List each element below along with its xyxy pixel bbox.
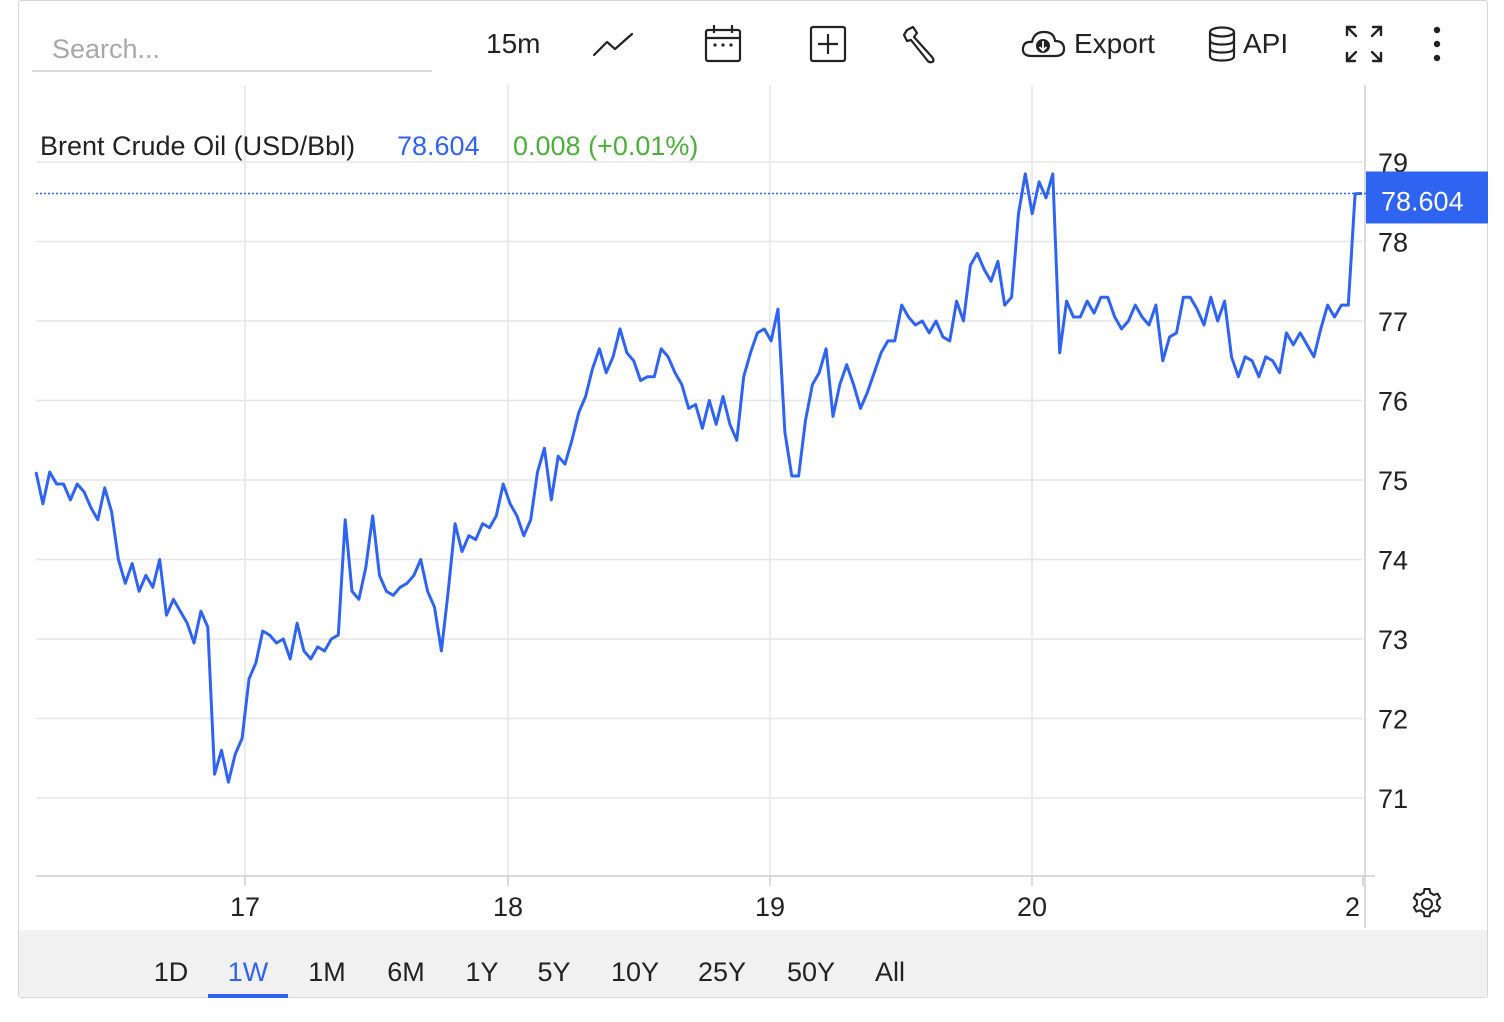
y-tick-label: 77 bbox=[1378, 307, 1408, 337]
toolbar: 15m Export API bbox=[0, 0, 1504, 82]
wrench-icon[interactable] bbox=[902, 22, 940, 66]
chart-header: Brent Crude Oil (USD/Bbl) 78.604 0.008 (… bbox=[40, 131, 698, 161]
y-tick-label: 72 bbox=[1378, 705, 1408, 735]
calendar-icon[interactable] bbox=[704, 22, 742, 66]
y-tick-label: 75 bbox=[1378, 466, 1408, 496]
y-tick-label: 71 bbox=[1378, 784, 1408, 814]
x-axis: 17 18 19 20 2 bbox=[36, 875, 1375, 922]
x-tick-label: 18 bbox=[493, 892, 523, 922]
range-option-5y[interactable]: 5Y bbox=[537, 957, 571, 987]
range-option-6m[interactable]: 6M bbox=[387, 957, 425, 987]
chart-widget-frame bbox=[18, 0, 1488, 998]
export-button[interactable]: Export bbox=[1020, 22, 1155, 66]
current-price: 78.604 bbox=[397, 131, 480, 161]
x-tick-label: 20 bbox=[1017, 892, 1047, 922]
search-input[interactable] bbox=[32, 28, 432, 72]
series-line bbox=[34, 172, 1363, 784]
interval-selector[interactable]: 15m bbox=[486, 28, 541, 59]
last-price-label: 78.604 bbox=[1381, 186, 1464, 216]
last-price-tag: 78.604 bbox=[1366, 171, 1488, 224]
api-button[interactable]: API bbox=[1207, 22, 1288, 66]
fullscreen-icon[interactable] bbox=[1344, 22, 1384, 66]
price-change: 0.008 (+0.01%) bbox=[513, 131, 698, 161]
range-option-10y[interactable]: 10Y bbox=[610, 957, 660, 987]
y-tick-label: 76 bbox=[1378, 387, 1408, 417]
api-label: API bbox=[1243, 28, 1289, 59]
range-option-50y[interactable]: 50Y bbox=[786, 957, 836, 987]
range-option-1m[interactable]: 1M bbox=[308, 957, 346, 987]
range-option-1d[interactable]: 1D bbox=[153, 957, 189, 987]
more-vertical-icon[interactable] bbox=[1426, 22, 1448, 66]
database-icon bbox=[1207, 26, 1237, 62]
x-tick-label: 19 bbox=[755, 892, 785, 922]
range-selector-bar bbox=[19, 930, 1487, 997]
range-option-25y[interactable]: 25Y bbox=[697, 957, 747, 987]
range-option-1w[interactable]: 1W bbox=[227, 957, 269, 987]
x-tick-label: 2 bbox=[1345, 892, 1360, 922]
range-option-1y[interactable]: 1Y bbox=[465, 957, 499, 987]
instrument-name: Brent Crude Oil (USD/Bbl) bbox=[40, 131, 355, 161]
y-tick-label: 74 bbox=[1378, 546, 1408, 576]
x-tick-label: 17 bbox=[230, 892, 260, 922]
cloud-download-icon bbox=[1020, 28, 1066, 60]
settings-gear-icon[interactable] bbox=[1409, 886, 1445, 922]
export-label: Export bbox=[1074, 28, 1155, 59]
range-option-all[interactable]: All bbox=[874, 957, 905, 987]
plus-box-icon[interactable] bbox=[809, 22, 847, 66]
active-range-underline bbox=[208, 994, 288, 998]
chart-grid bbox=[36, 85, 1363, 876]
y-tick-label: 73 bbox=[1378, 625, 1408, 655]
line-chart-icon[interactable] bbox=[591, 22, 635, 66]
y-tick-label: 78 bbox=[1378, 228, 1408, 258]
